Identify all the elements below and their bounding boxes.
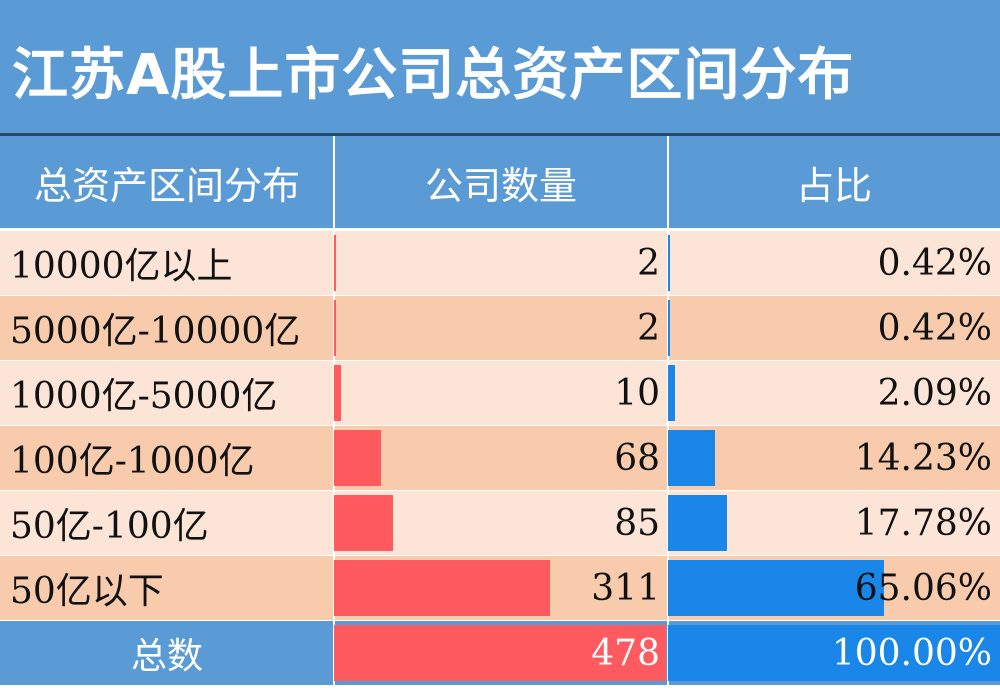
share-cell: 0.42%	[668, 296, 1000, 360]
count-value: 478	[591, 632, 660, 674]
share-bar	[668, 235, 670, 291]
range-cell: 10000亿以上	[0, 231, 334, 295]
table-row: 5000亿-10000亿 2 0.42%	[0, 296, 1000, 360]
range-cell: 50亿-100亿	[0, 491, 334, 555]
share-cell: 100.00%	[668, 621, 1000, 685]
count-cell: 10	[334, 361, 668, 425]
count-value: 2	[637, 307, 660, 349]
table-row: 1000亿-5000亿 10 2.09%	[0, 361, 1000, 425]
title-bar: 江苏A股上市公司总资产区间分布	[0, 0, 1000, 133]
count-cell: 2	[334, 231, 668, 295]
share-bar	[668, 300, 670, 356]
share-value: 14.23%	[854, 437, 992, 479]
range-label: 50亿以下	[10, 571, 164, 612]
count-cell: 68	[334, 426, 668, 490]
column-header-range: 总资产区间分布	[0, 136, 334, 228]
share-cell: 2.09%	[668, 361, 1000, 425]
table-row: 50亿以下 311 65.06%	[0, 556, 1000, 620]
count-bar	[334, 300, 336, 356]
column-header-count: 公司数量	[334, 136, 668, 228]
title-divider	[0, 133, 1000, 136]
share-cell: 14.23%	[668, 426, 1000, 490]
count-bar	[334, 625, 666, 681]
share-bar	[668, 560, 884, 616]
share-cell: 17.78%	[668, 491, 1000, 555]
count-cell: 478	[334, 621, 668, 685]
count-bar	[334, 495, 394, 551]
range-label: 50亿-100亿	[10, 506, 209, 547]
share-value: 0.42%	[877, 242, 992, 284]
count-bar	[334, 365, 341, 421]
table-row: 10000亿以上 2 0.42%	[0, 231, 1000, 295]
count-value: 311	[591, 567, 660, 609]
count-bar	[334, 430, 382, 486]
range-label: 1000亿-5000亿	[10, 376, 278, 417]
share-value: 0.42%	[877, 307, 992, 349]
share-value: 65.06%	[854, 567, 992, 609]
range-label: 10000亿以上	[10, 246, 233, 287]
range-cell: 1000亿-5000亿	[0, 361, 334, 425]
count-value: 68	[614, 437, 660, 479]
chart-title: 江苏A股上市公司总资产区间分布	[12, 43, 855, 108]
range-label: 5000亿-10000亿	[10, 311, 301, 352]
share-bar	[668, 495, 728, 551]
range-label: 总数	[130, 636, 203, 677]
column-header-share: 占比	[668, 136, 1000, 228]
range-cell: 5000亿-10000亿	[0, 296, 334, 360]
share-value: 17.78%	[854, 502, 992, 544]
count-value: 85	[614, 502, 660, 544]
share-value: 100.00%	[831, 632, 992, 674]
count-cell: 2	[334, 296, 668, 360]
table-row: 100亿-1000亿 68 14.23%	[0, 426, 1000, 490]
count-bar	[334, 560, 550, 616]
range-cell: 总数	[0, 621, 334, 685]
share-bar	[668, 625, 1000, 681]
share-cell: 0.42%	[668, 231, 1000, 295]
range-cell: 50亿以下	[0, 556, 334, 620]
share-cell: 65.06%	[668, 556, 1000, 620]
count-bar	[334, 235, 336, 291]
count-value: 10	[614, 372, 660, 414]
range-cell: 100亿-1000亿	[0, 426, 334, 490]
table-row: 50亿-100亿 85 17.78%	[0, 491, 1000, 555]
count-cell: 311	[334, 556, 668, 620]
count-cell: 85	[334, 491, 668, 555]
share-bar	[668, 430, 716, 486]
share-value: 2.09%	[877, 372, 992, 414]
range-label: 100亿-1000亿	[10, 441, 255, 482]
total-row: 总数 478 100.00%	[0, 621, 1000, 685]
count-value: 2	[637, 242, 660, 284]
share-bar	[668, 365, 675, 421]
